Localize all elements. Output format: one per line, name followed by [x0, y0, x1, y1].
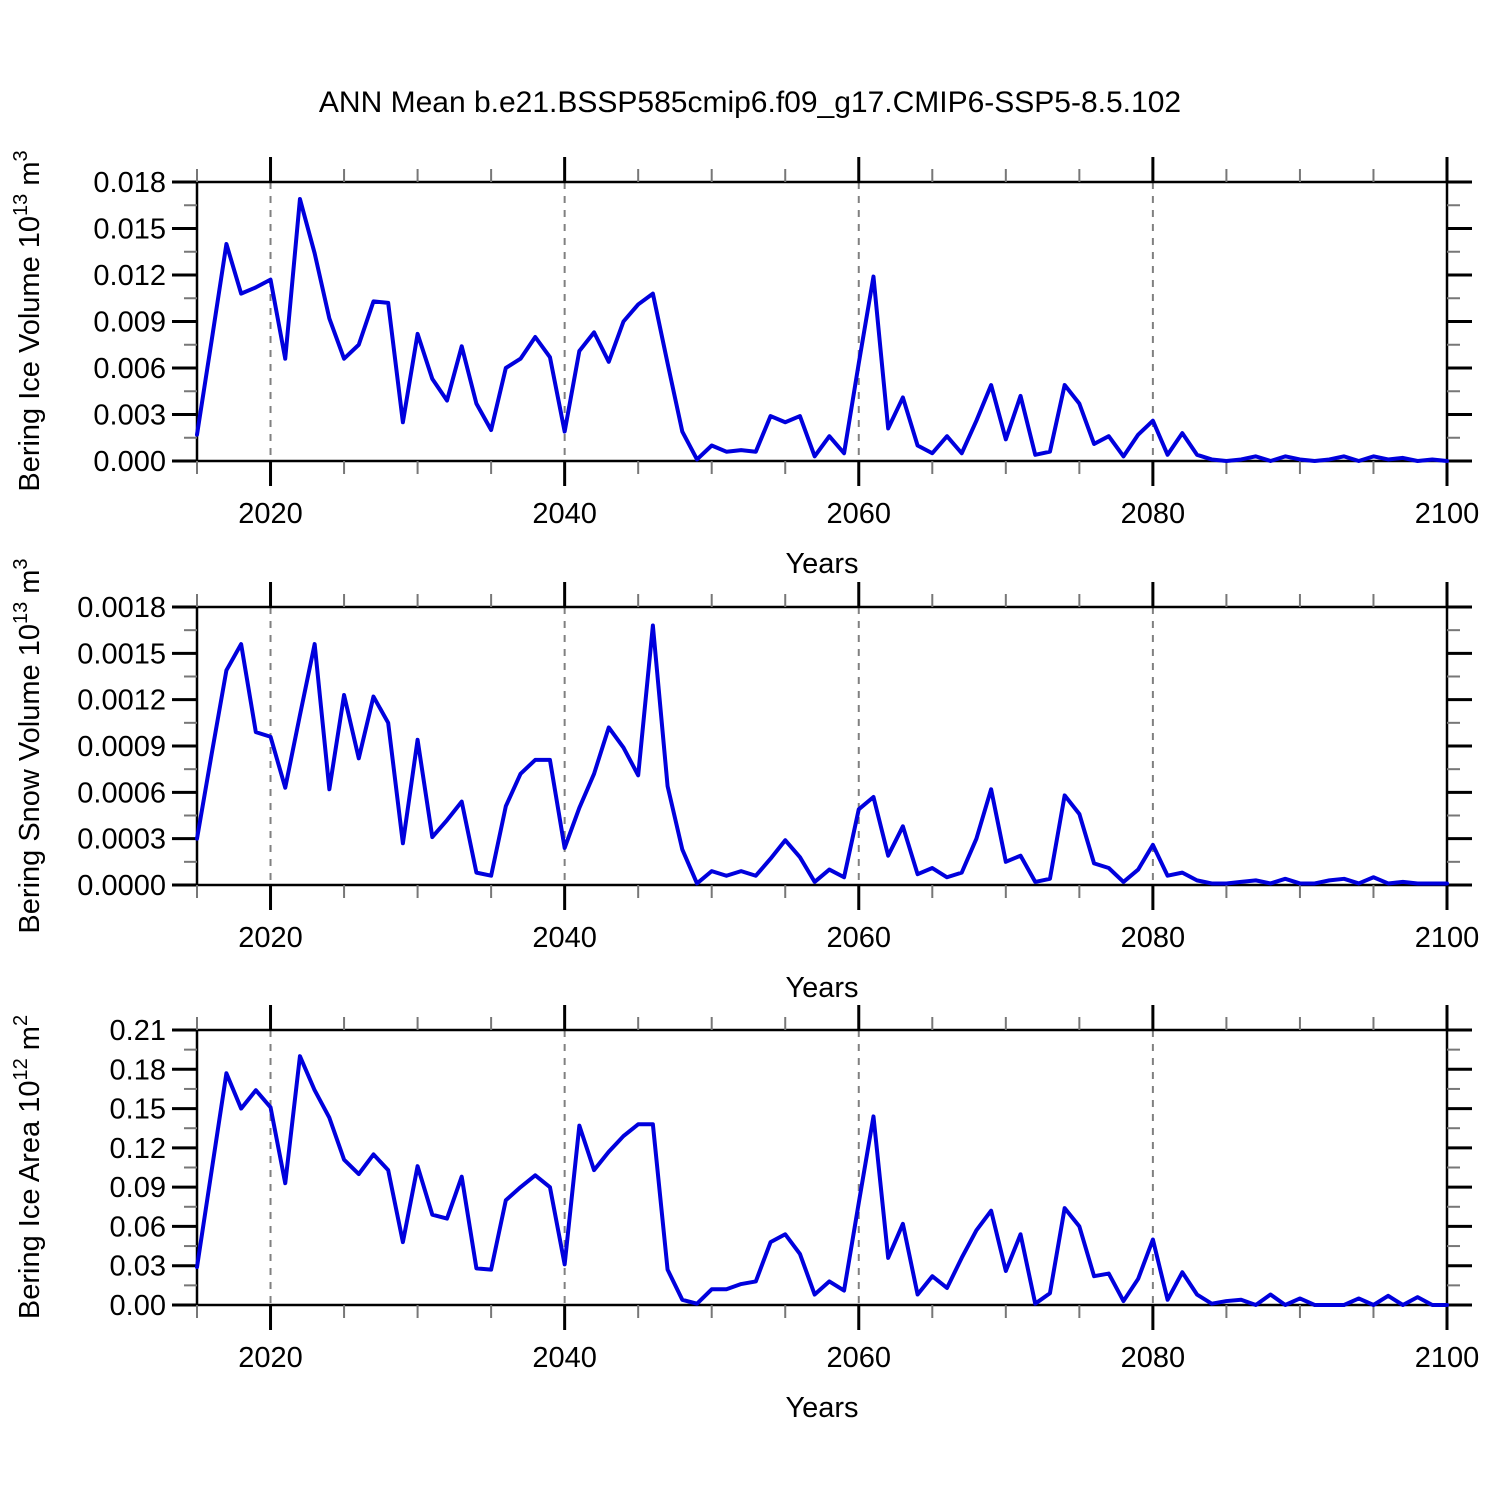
- plot-frame: [195, 605, 1449, 887]
- x-tick-label: 2100: [1415, 922, 1480, 954]
- series-line-bering-ice-area: [195, 1054, 1449, 1307]
- x-tick-label: 2040: [532, 498, 597, 530]
- y-tick-label: 0.0012: [77, 685, 166, 717]
- x-tick-label: 2100: [1415, 1342, 1480, 1374]
- y-tick-label: 0.0009: [77, 731, 166, 763]
- x-axis-label: Years: [785, 972, 858, 1004]
- y-tick-label: 0.21: [110, 1015, 166, 1047]
- y-tick-label: 0.09: [110, 1172, 166, 1204]
- series-line-bering-snow-volume: [195, 623, 1449, 886]
- y-tick-label: 0.15: [110, 1094, 166, 1126]
- y-tick-label: 0.0015: [77, 638, 166, 670]
- x-tick-label: 2080: [1121, 922, 1186, 954]
- y-tick-label: 0.00: [110, 1290, 166, 1322]
- x-axis-label: Years: [785, 548, 858, 580]
- y-tick-label: 0.0000: [77, 870, 166, 902]
- x-tick-label: 2040: [532, 922, 597, 954]
- y-tick-label: 0.018: [93, 167, 166, 199]
- y-tick-label: 0.06: [110, 1211, 166, 1243]
- chart-title: ANN Mean b.e21.BSSP585cmip6.f09_g17.CMIP…: [318, 86, 1182, 119]
- y-tick-label: 0.015: [93, 214, 166, 246]
- x-tick-label: 2020: [238, 922, 303, 954]
- y-tick-label: 0.18: [110, 1054, 166, 1086]
- x-tick-label: 2060: [827, 922, 892, 954]
- x-tick-label: 2020: [238, 1342, 303, 1374]
- y-tick-label: 0.000: [93, 446, 166, 478]
- x-tick-label: 2020: [238, 498, 303, 530]
- y-tick-label: 0.0006: [77, 777, 166, 809]
- y-tick-label: 0.03: [110, 1251, 166, 1283]
- y-tick-label: 0.0003: [77, 824, 166, 856]
- x-tick-label: 2040: [532, 1342, 597, 1374]
- y-tick-label: 0.009: [93, 307, 166, 339]
- y-tick-label: 0.0018: [77, 592, 166, 624]
- x-tick-label: 2080: [1121, 498, 1186, 530]
- x-tick-label: 2060: [827, 1342, 892, 1374]
- panel-bering-ice-volume: 0.000 0.003 0.006 0.009 0.012 0.015 0.018 2020 2…: [93, 157, 1479, 580]
- y-tick-label: 0.003: [93, 400, 166, 432]
- x-tick-label: 2060: [827, 498, 892, 530]
- y-tick-label: 0.12: [110, 1133, 166, 1165]
- panel-bering-ice-area: 0.00 0.03 0.06 0.09 0.12 0.15 0.18 0.21 2020 2040…: [110, 1005, 1480, 1424]
- x-tick-label: 2100: [1415, 498, 1480, 530]
- y-tick-label: 0.012: [93, 260, 166, 292]
- x-axis-label: Years: [785, 1392, 858, 1424]
- panel-bering-snow-volume: 0.0000 0.0003 0.0006 0.0009 0.0012 0.0015 0.00…: [77, 582, 1479, 1004]
- y-tick-label: 0.006: [93, 353, 166, 385]
- series-line-bering-ice-volume: [195, 197, 1449, 463]
- plot-frame: [195, 180, 1449, 463]
- x-tick-label: 2080: [1121, 1342, 1186, 1374]
